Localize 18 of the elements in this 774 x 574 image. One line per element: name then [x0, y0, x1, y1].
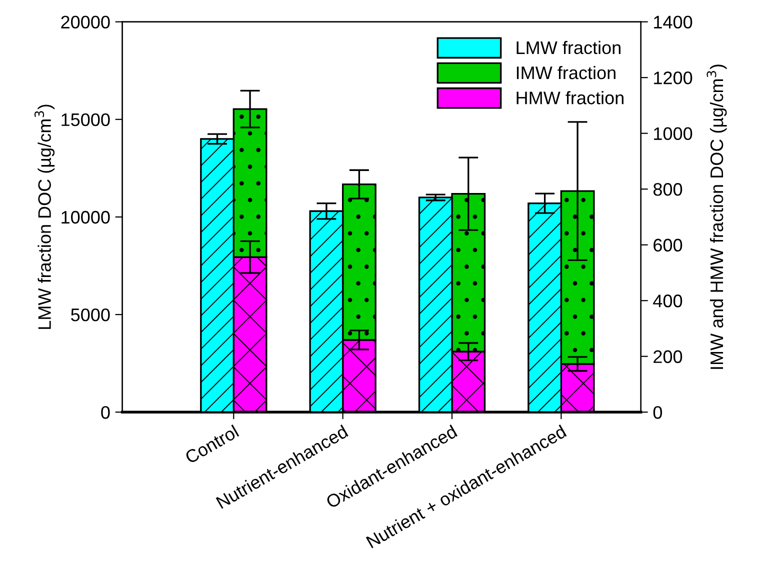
- y2-tick-label: 600: [654, 238, 682, 252]
- y2-tick-label: 200: [654, 350, 682, 364]
- y2-tick-label: 0: [653, 406, 662, 419]
- y-tick-label: 5000: [71, 308, 110, 322]
- y-tick-label: 10000: [62, 210, 110, 224]
- legend-label: IMW fraction: [516, 66, 616, 80]
- y-tick-label: 20000: [61, 16, 110, 29]
- legend-label: LMW fraction: [516, 40, 620, 54]
- y-tick-label: 0: [101, 406, 110, 419]
- y2-tick-label: 800: [653, 183, 682, 196]
- y2-tick-label: 1400: [654, 16, 692, 29]
- y2-tick-label: 1000: [654, 127, 692, 140]
- y2-tick-label: 400: [653, 294, 682, 308]
- y-tick-label: 15000: [62, 113, 110, 126]
- y2-tick-label: 1200: [654, 72, 692, 84]
- legend-label: HMW fraction: [516, 91, 624, 104]
- y2-axis-title: IMW and HMW fraction DOC (µg/cm$^{3}$): [706, 64, 727, 369]
- y-axis-title: LMW fraction DOC (µg/cm$^{3}$): [34, 104, 55, 329]
